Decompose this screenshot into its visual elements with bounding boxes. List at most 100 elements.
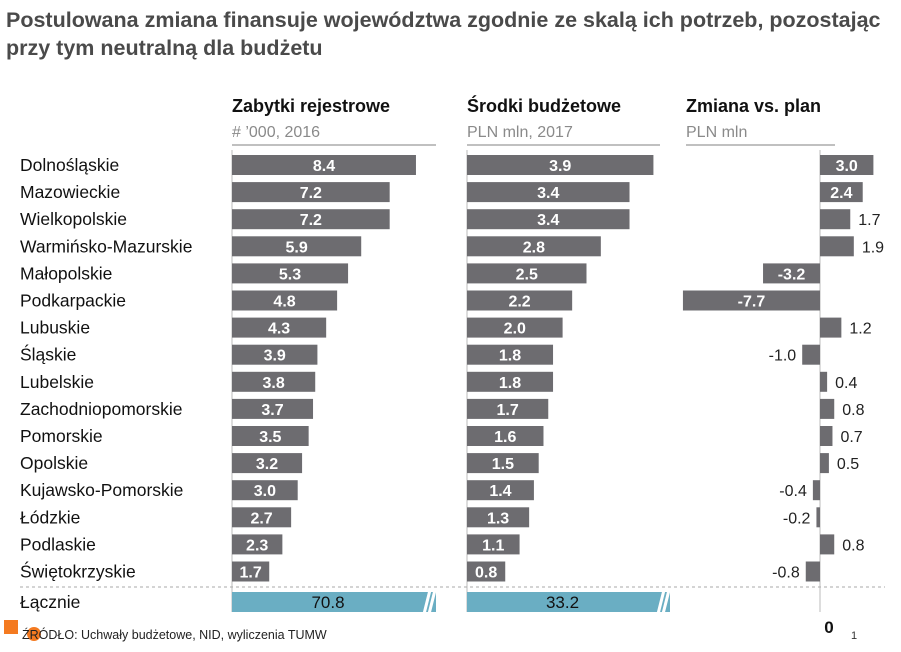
bar-value-label: 1.3 — [487, 510, 509, 527]
row-label: Warmińsko-Mazurskie — [20, 236, 192, 256]
bar-value-label: 1.8 — [499, 348, 521, 365]
change-bar — [763, 263, 820, 284]
axis-break-mark — [661, 589, 671, 615]
bar — [232, 453, 303, 474]
change-bar — [820, 236, 854, 257]
change-value-label: -0.8 — [772, 565, 800, 582]
bar-value-label: 5.3 — [279, 266, 301, 283]
change-value-label: -0.4 — [779, 483, 807, 500]
bar-value-label: 0.8 — [475, 565, 497, 582]
bar — [467, 182, 630, 203]
bar-value-label: 3.7 — [261, 402, 283, 419]
change-bar — [805, 561, 820, 582]
bar-value-label: 3.2 — [256, 456, 278, 473]
bar-value-label: 2.7 — [250, 510, 272, 527]
bar-value-label: 7.2 — [300, 185, 322, 202]
bar — [467, 263, 587, 284]
bar-value-label: 1.5 — [492, 456, 514, 473]
row-label: Lubelskie — [20, 372, 94, 392]
row-label: Łódzkie — [20, 507, 80, 527]
bar — [232, 507, 292, 528]
bar-value-label: 3.9 — [264, 348, 286, 365]
column-subtitle-2: PLN mln, 2017 — [467, 124, 573, 141]
change-bar — [820, 534, 835, 555]
axis-break-mark — [427, 589, 437, 615]
column-subtitle-1: # ’000, 2016 — [232, 124, 320, 141]
bar — [232, 317, 327, 338]
change-bar — [820, 398, 835, 419]
total-bar — [467, 592, 670, 612]
column-title-3: Zmiana vs. plan — [686, 96, 821, 116]
bar-value-label: 2.0 — [504, 321, 526, 338]
bar-value-label: 3.4 — [537, 212, 559, 229]
change-bar — [820, 317, 842, 338]
bar — [467, 426, 544, 446]
change-bar — [820, 209, 851, 230]
change-value-label: 1.2 — [849, 321, 871, 338]
logo-circle — [27, 627, 41, 641]
bar-value-label: 3.5 — [259, 429, 281, 446]
change-bar — [812, 480, 820, 501]
row-label: Pomorskie — [20, 426, 103, 446]
bar-value-label: 1.1 — [482, 537, 504, 554]
change-value-label: 2.4 — [830, 185, 852, 202]
column-subtitle-3: PLN mln — [686, 124, 747, 141]
row-label: Świętokrzyskie — [20, 561, 136, 582]
bar — [467, 344, 554, 365]
change-value-label: 0.5 — [837, 456, 859, 473]
bar — [467, 561, 506, 582]
row-label: Mazowieckie — [20, 182, 120, 202]
bar — [232, 155, 416, 175]
page-number: 1 — [851, 630, 858, 642]
row-label: Podkarpackie — [20, 291, 126, 311]
bar-value-label: 8.4 — [313, 158, 335, 175]
bar — [467, 453, 539, 474]
change-bar — [682, 290, 820, 311]
change-value-label: -7.7 — [738, 294, 766, 311]
bar-value-label: 1.7 — [497, 402, 519, 419]
column-title-1: Zabytki rejestrowe — [232, 96, 390, 116]
row-label: Śląskie — [20, 344, 76, 365]
row-label: Dolnośląskie — [20, 155, 119, 175]
bar — [232, 290, 338, 311]
change-bar — [820, 426, 833, 446]
row-label: Małopolskie — [20, 263, 112, 283]
change-bar — [802, 344, 820, 365]
row-label: Kujawsko-Pomorskie — [20, 480, 183, 500]
total-label: Łącznie — [20, 592, 80, 612]
bar-value-label: 1.6 — [494, 429, 516, 446]
bar-value-label: 1.7 — [239, 565, 261, 582]
bar — [232, 371, 316, 392]
change-value-label: 0.4 — [835, 375, 857, 392]
change-value-label: -1.0 — [769, 348, 797, 365]
bar — [467, 236, 601, 257]
row-label: Podlaskie — [20, 534, 96, 554]
axis-break-mark — [656, 589, 666, 615]
row-label: Opolskie — [20, 453, 88, 473]
bar — [467, 480, 534, 501]
change-value-label: 1.9 — [862, 239, 884, 256]
change-value-label: 0.7 — [840, 429, 862, 446]
bar — [232, 236, 362, 257]
bar — [232, 263, 349, 284]
change-bar — [820, 371, 828, 392]
change-bar — [820, 155, 874, 175]
bar — [232, 344, 318, 365]
bar — [467, 371, 554, 392]
bar-value-label: 3.0 — [254, 483, 276, 500]
bar — [467, 317, 563, 338]
row-label: Wielkopolskie — [20, 209, 127, 229]
change-bar — [816, 507, 820, 528]
change-bar — [820, 453, 829, 474]
bar — [232, 182, 390, 203]
bar — [467, 507, 530, 528]
bar — [232, 561, 270, 582]
source-note: ŹRÓDŁO: Uchwały budżetowe, NID, wyliczen… — [22, 628, 327, 642]
bar — [467, 398, 549, 419]
change-value-label: -0.2 — [783, 510, 811, 527]
bar-value-label: 1.8 — [499, 375, 521, 392]
bar — [467, 534, 520, 555]
chart-title: Postulowana zmiana finansuje województwa… — [6, 8, 881, 60]
bar-value-label: 3.4 — [537, 185, 559, 202]
